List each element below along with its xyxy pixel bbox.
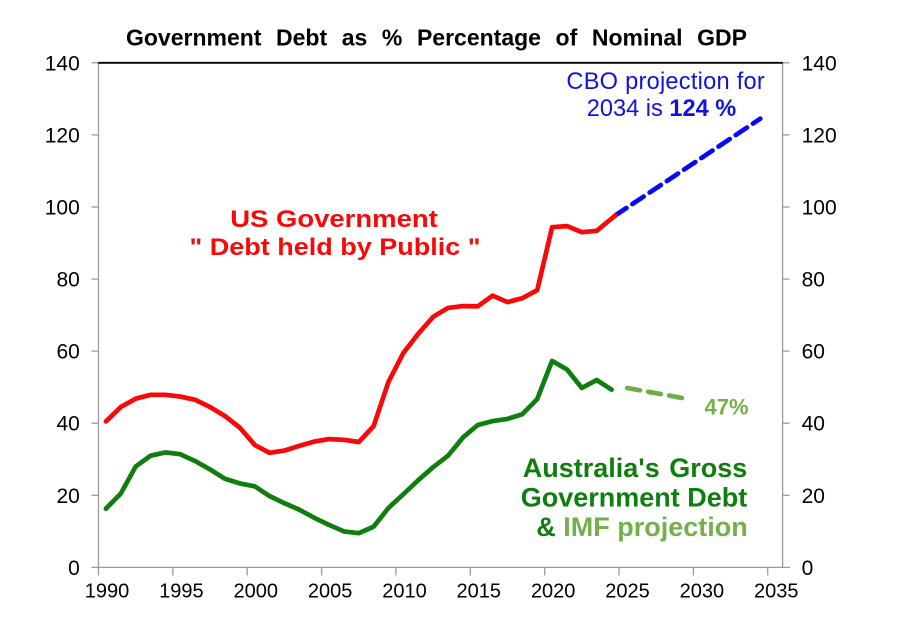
svg-text:2030: 2030 [680,581,725,603]
svg-text:CBO projection for: CBO projection for [566,69,765,95]
svg-text:& IMF projection: & IMF projection [536,512,748,542]
svg-text:140: 140 [45,52,80,75]
svg-text:20: 20 [802,485,825,508]
svg-text:60: 60 [802,341,825,364]
svg-text:US Government: US Government [230,207,438,233]
svg-text:0: 0 [68,557,80,580]
svg-text:80: 80 [56,269,79,292]
svg-text:2025: 2025 [605,581,650,603]
svg-text:" Debt held by Public ": " Debt held by Public " [190,234,481,260]
svg-text:2010: 2010 [382,581,427,603]
svg-text:Australia's Gross: Australia's Gross [523,453,748,483]
svg-text:120: 120 [45,124,80,147]
svg-text:Government Debt: Government Debt [521,482,748,512]
svg-text:40: 40 [56,413,79,436]
svg-text:1990: 1990 [85,581,130,603]
svg-text:120: 120 [802,124,837,147]
svg-text:100: 100 [802,197,837,220]
svg-text:2015: 2015 [457,581,502,603]
svg-text:100: 100 [45,197,80,220]
svg-text:Government Debt as % Percentag: Government Debt as % Percentage of Nomin… [126,25,747,51]
svg-text:20: 20 [56,485,79,508]
svg-text:60: 60 [56,341,79,364]
svg-text:47%: 47% [704,395,748,420]
svg-text:2034 is 124 %: 2034 is 124 % [587,96,737,122]
svg-text:40: 40 [802,413,825,436]
svg-text:140: 140 [802,52,837,75]
svg-text:80: 80 [802,269,825,292]
svg-text:2035: 2035 [754,581,799,603]
svg-text:0: 0 [802,557,814,580]
svg-text:2005: 2005 [308,581,353,603]
svg-text:1995: 1995 [159,581,204,603]
svg-text:2000: 2000 [234,581,279,603]
svg-text:2020: 2020 [531,581,576,603]
